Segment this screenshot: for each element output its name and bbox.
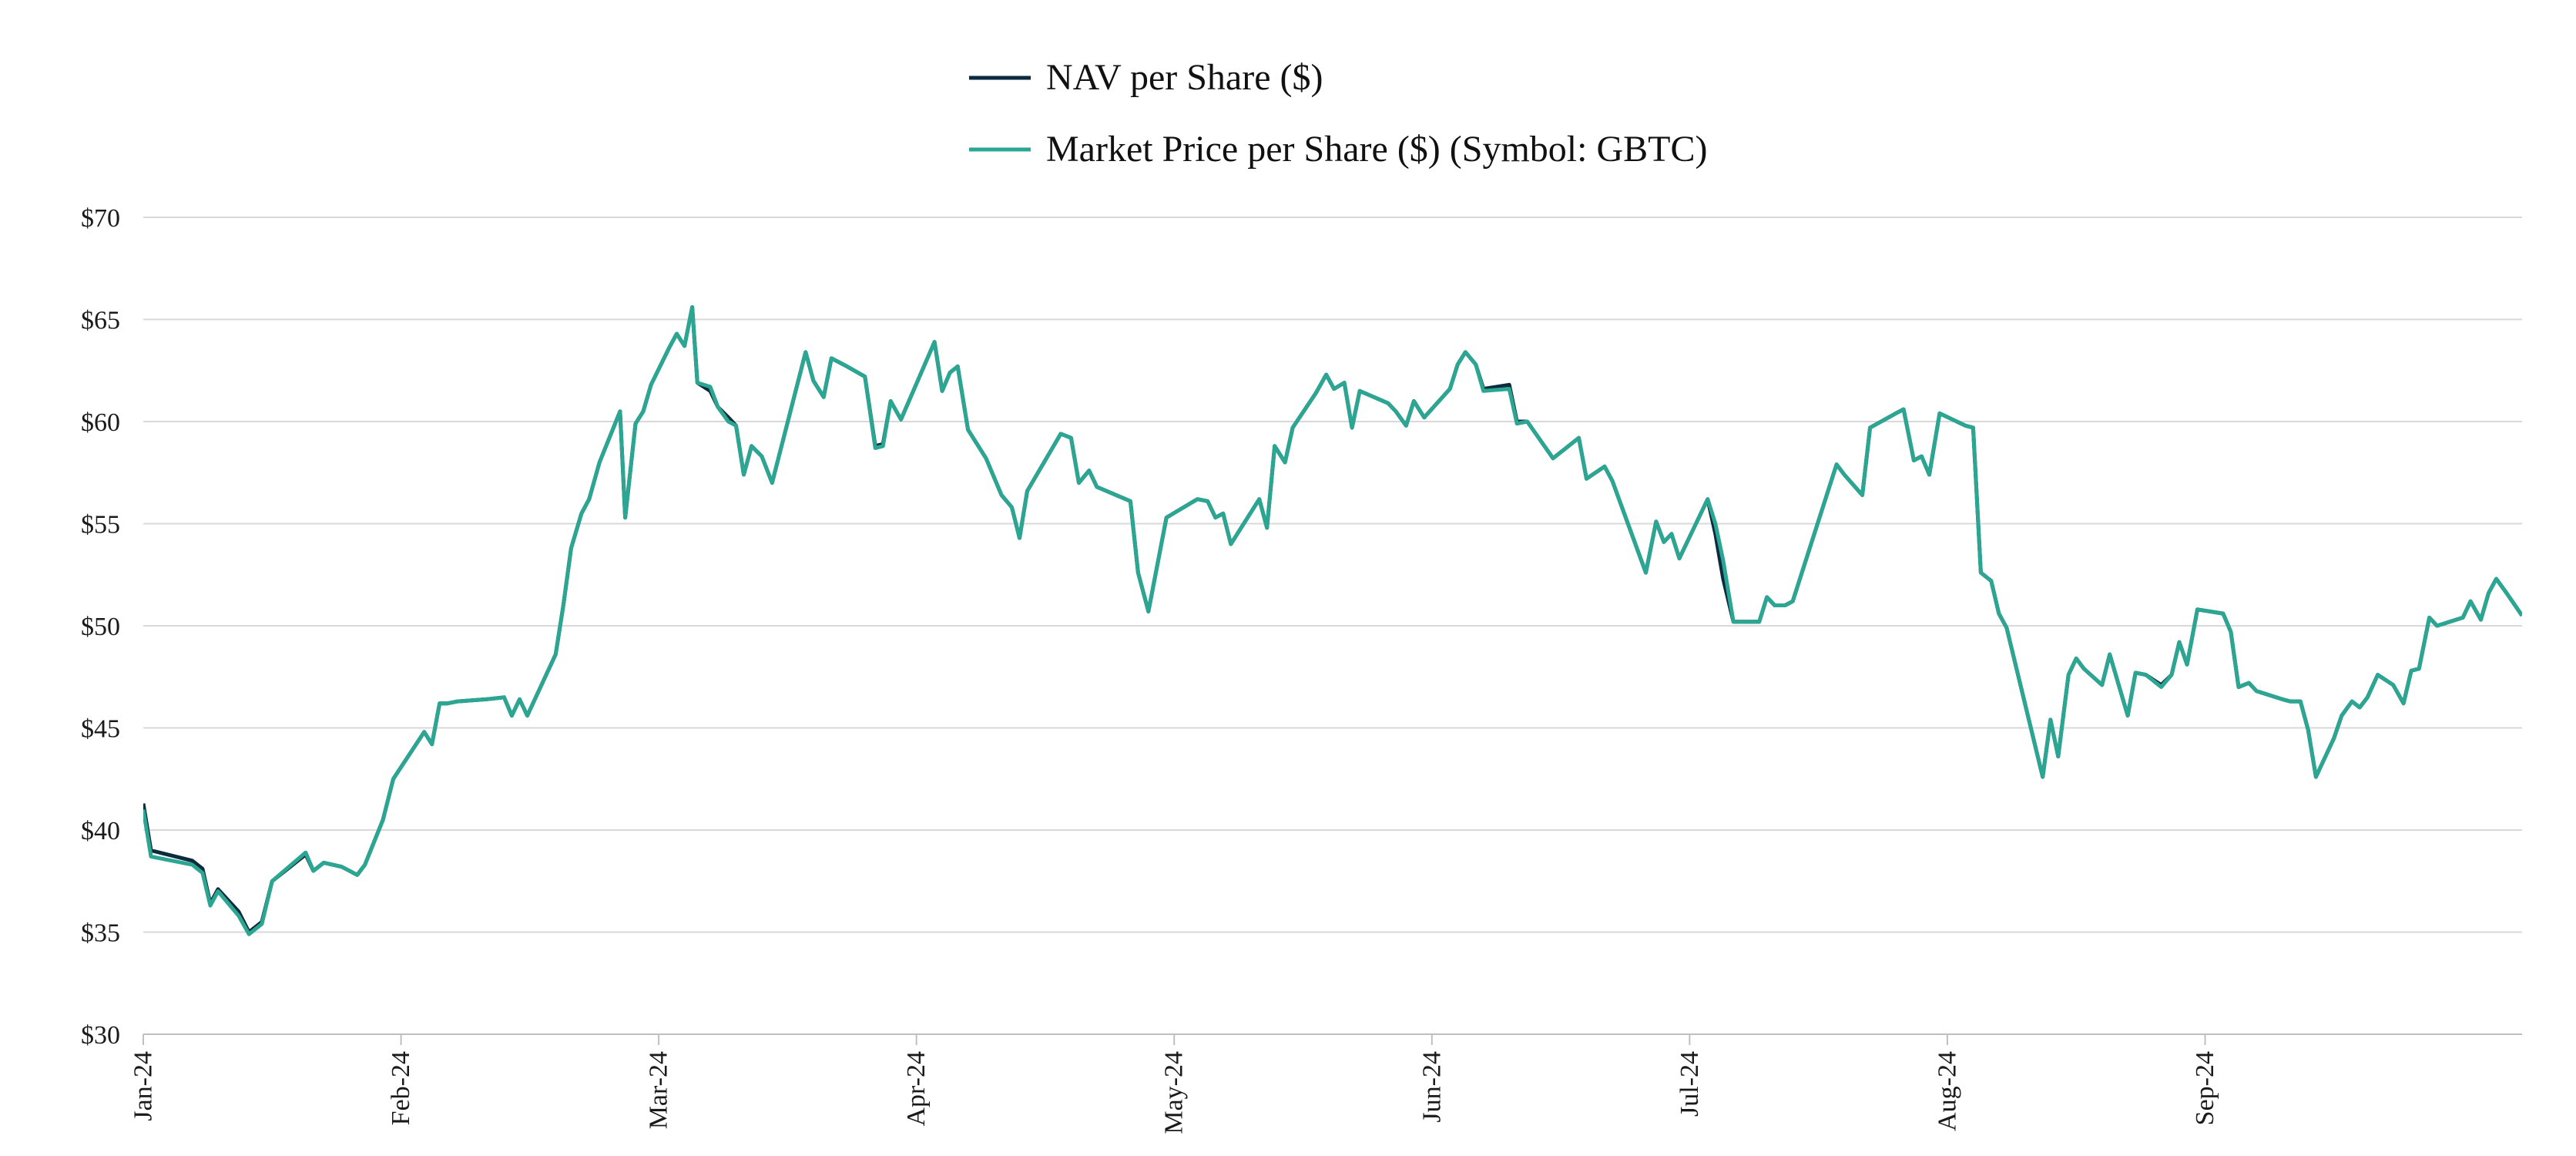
x-tick-label: Jul-24 [1675, 1051, 1704, 1117]
x-tick-label: Mar-24 [645, 1051, 673, 1129]
x-tick-label: Aug-24 [1933, 1051, 1961, 1131]
y-tick-label: $45 [81, 715, 120, 744]
y-gridlines [143, 217, 2522, 1035]
series-layer [143, 305, 2522, 936]
legend: NAV per Share ($) Market Price per Share… [969, 57, 1707, 170]
y-tick-label: $35 [81, 919, 120, 948]
x-tick-label: Apr-24 [902, 1051, 931, 1127]
y-tick-label: $65 [81, 307, 120, 335]
y-tick-label: $30 [81, 1021, 120, 1050]
x-axis: Jan-24 Feb-24 Mar-24 Apr-24 May-24 Jun-24 Jul-… [129, 1034, 2219, 1134]
x-tick-label: Sep-24 [2191, 1051, 2219, 1125]
y-axis: $30 $35 $40 $45 $50 $55 $60 $65 $70 [81, 204, 120, 1050]
y-tick-label: $55 [81, 511, 120, 539]
y-tick-label: $50 [81, 613, 120, 641]
y-tick-label: $70 [81, 204, 120, 233]
x-tick-label: Feb-24 [387, 1051, 415, 1125]
series-line-nav [143, 305, 2522, 934]
x-tick-label: Jun-24 [1417, 1051, 1446, 1123]
legend-label-nav: NAV per Share ($) [1046, 57, 1323, 98]
legend-label-market-price: Market Price per Share ($) (Symbol: GBTC… [1046, 129, 1707, 170]
y-tick-label: $40 [81, 817, 120, 845]
x-tick-label: Jan-24 [129, 1051, 158, 1121]
series-line-market-price [143, 305, 2522, 936]
y-tick-label: $60 [81, 408, 120, 437]
x-tick-label: May-24 [1160, 1051, 1189, 1134]
